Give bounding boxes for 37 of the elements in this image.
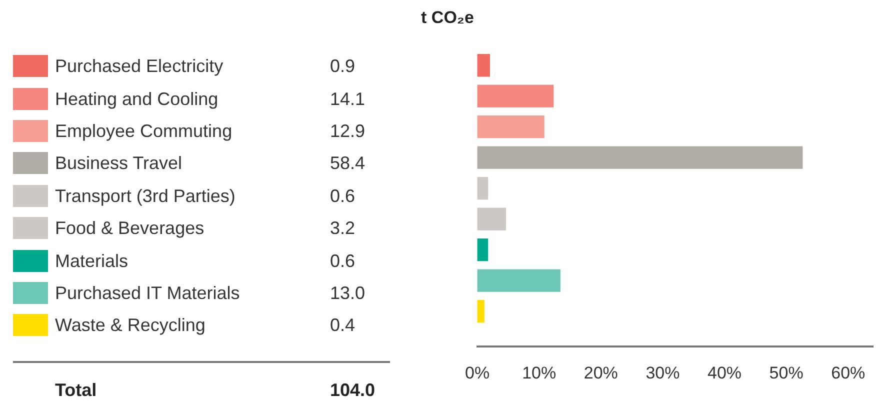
bar xyxy=(477,238,488,262)
category-label: Purchased IT Materials xyxy=(55,282,240,304)
text: 0.4 xyxy=(330,315,356,336)
x-tick-label: 30% xyxy=(646,363,680,382)
text: 3.2 xyxy=(330,218,356,238)
bar xyxy=(477,269,560,292)
category-label: Business Travel xyxy=(55,152,182,174)
text: 0.9 xyxy=(330,56,356,76)
category-label: Food & Beverages xyxy=(55,217,204,240)
x-tick-label: 10% xyxy=(522,363,556,382)
bar xyxy=(477,116,544,138)
text: 12.9 xyxy=(330,121,366,141)
text: 13.0 xyxy=(330,283,366,303)
bar xyxy=(477,176,488,200)
text: 14.1 xyxy=(330,88,366,109)
text: Total xyxy=(55,379,97,401)
x-tick-label: 0% xyxy=(464,363,490,382)
x-tick-label: 40% xyxy=(708,363,742,382)
category-label: Materials xyxy=(55,250,128,272)
bar xyxy=(477,208,506,230)
x-tick-label: 60% xyxy=(831,363,866,382)
category-label: Waste & Recycling xyxy=(55,314,206,336)
text: 0.6 xyxy=(330,250,356,271)
x-tick-label: 50% xyxy=(769,363,804,382)
text: 0.6 xyxy=(330,186,356,206)
text: t CO₂e xyxy=(420,8,475,28)
bar xyxy=(477,84,554,108)
category-label: Heating and Cooling xyxy=(55,88,218,110)
category-label: Purchased Electricity xyxy=(55,55,224,78)
category-label: Employee Commuting xyxy=(55,120,232,142)
category-label: Transport (3rd Parties) xyxy=(55,184,236,207)
bar xyxy=(477,54,490,77)
x-tick-label: 20% xyxy=(584,363,618,382)
text: 104.0 xyxy=(330,379,376,401)
bar xyxy=(477,146,803,169)
text: 58.4 xyxy=(330,153,366,174)
bar xyxy=(477,300,484,323)
